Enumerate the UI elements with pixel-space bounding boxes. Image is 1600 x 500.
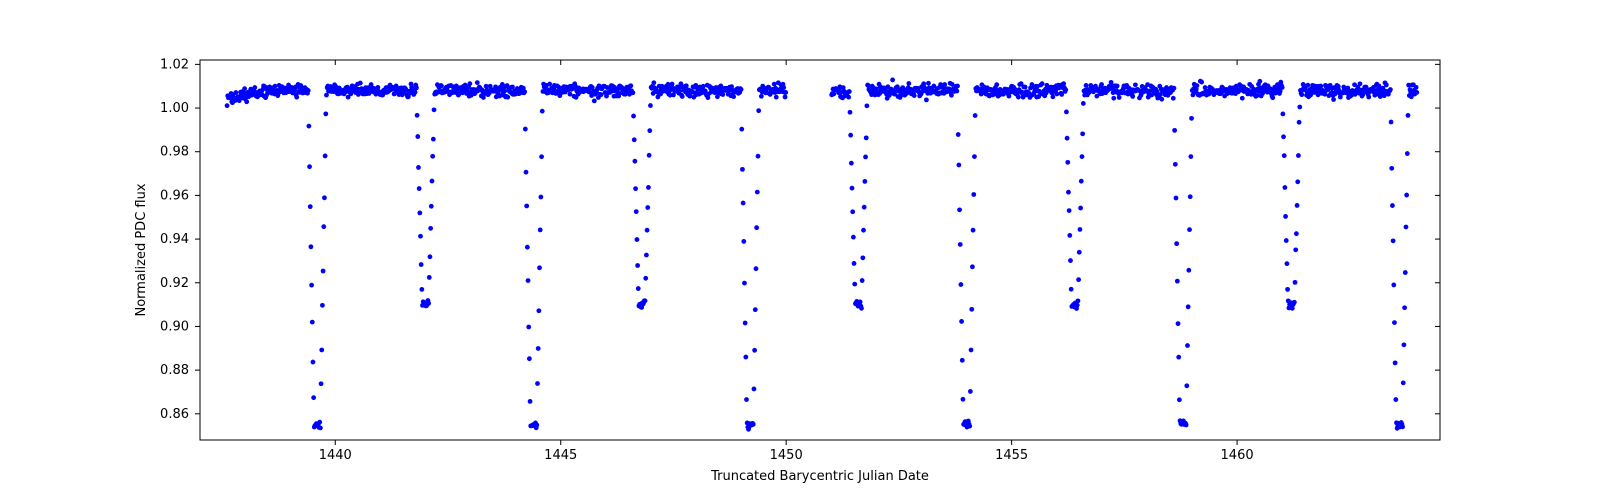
y-tick-label: 1.02 (160, 57, 189, 72)
x-tick-label: 1450 (770, 448, 803, 463)
x-tick-label: 1460 (1221, 448, 1254, 463)
y-tick-label: 0.88 (160, 363, 189, 378)
y-tick-label: 0.98 (160, 145, 189, 160)
chart-svg: 1440 1445 1450 1455 1460 0.86 0.88 0.90 0.92 0.94… (0, 0, 1600, 500)
x-tick-label: 1440 (319, 448, 352, 463)
y-tick-label: 0.92 (160, 276, 189, 291)
x-tick-label: 1455 (995, 448, 1028, 463)
light-curve-chart: 1440 1445 1450 1455 1460 0.86 0.88 0.90 0.92 0.94… (0, 0, 1600, 500)
y-tick-label: 0.94 (160, 232, 189, 247)
y-tick-label: 0.86 (160, 407, 189, 422)
y-axis-label: Normalized PDC flux (134, 183, 149, 316)
x-tick-label: 1445 (544, 448, 577, 463)
y-tick-label: 0.96 (160, 188, 189, 203)
x-axis-label: Truncated Barycentric Julian Date (710, 469, 929, 484)
y-tick-label: 1.00 (160, 101, 189, 116)
y-tick-label: 0.90 (160, 319, 189, 334)
